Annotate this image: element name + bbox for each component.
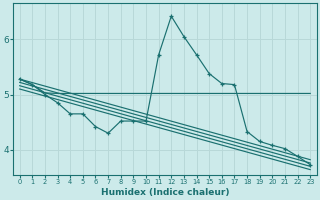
X-axis label: Humidex (Indice chaleur): Humidex (Indice chaleur) <box>101 188 229 197</box>
